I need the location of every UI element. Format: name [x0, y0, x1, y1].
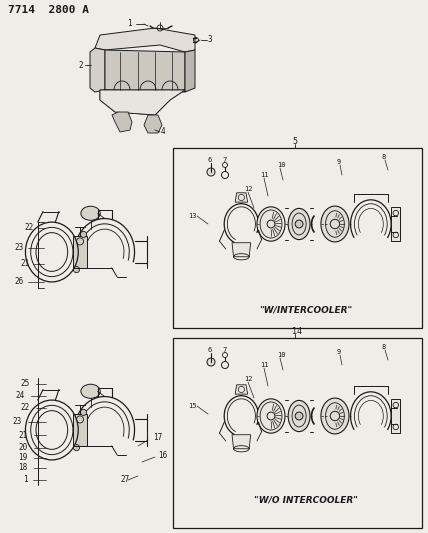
Text: 9: 9 — [337, 349, 341, 355]
Polygon shape — [185, 50, 195, 92]
Text: 4: 4 — [161, 127, 166, 136]
Polygon shape — [144, 115, 162, 133]
Text: 10: 10 — [277, 162, 285, 168]
Text: 7714  2800 A: 7714 2800 A — [8, 5, 89, 15]
Polygon shape — [90, 48, 105, 92]
Ellipse shape — [257, 399, 285, 433]
Circle shape — [73, 445, 80, 451]
Ellipse shape — [288, 208, 310, 240]
Polygon shape — [232, 435, 251, 449]
Ellipse shape — [321, 398, 349, 434]
Text: 10: 10 — [277, 352, 285, 358]
Text: 14: 14 — [292, 327, 302, 336]
Ellipse shape — [288, 400, 310, 432]
Text: 13: 13 — [188, 213, 196, 219]
Text: 22: 22 — [20, 403, 29, 413]
Text: 24: 24 — [15, 392, 24, 400]
Circle shape — [295, 220, 303, 228]
Text: 9: 9 — [337, 159, 341, 165]
Polygon shape — [105, 50, 185, 92]
Text: 8: 8 — [382, 344, 386, 350]
Text: 11: 11 — [260, 172, 268, 178]
Text: 27: 27 — [120, 475, 129, 484]
Bar — [173, 338, 422, 528]
Circle shape — [295, 412, 303, 420]
Ellipse shape — [257, 207, 285, 241]
Circle shape — [80, 409, 86, 416]
Text: 12: 12 — [244, 376, 253, 382]
Polygon shape — [391, 399, 401, 433]
Text: 22: 22 — [24, 223, 33, 232]
Text: 1: 1 — [127, 19, 132, 28]
Polygon shape — [112, 112, 132, 132]
Ellipse shape — [81, 384, 100, 398]
Polygon shape — [235, 385, 248, 394]
Circle shape — [207, 358, 215, 366]
Text: 2: 2 — [78, 61, 83, 69]
Text: 19: 19 — [18, 454, 27, 463]
Polygon shape — [100, 90, 185, 115]
Polygon shape — [235, 193, 248, 202]
Text: 5: 5 — [292, 138, 297, 147]
Text: "W/O INTERCOOLER": "W/O INTERCOOLER" — [254, 496, 358, 505]
Text: "W/INTERCOOLER": "W/INTERCOOLER" — [259, 305, 353, 314]
Polygon shape — [73, 414, 87, 446]
Text: 26: 26 — [14, 278, 23, 287]
Text: 18: 18 — [18, 464, 27, 472]
Text: 1: 1 — [23, 475, 28, 484]
Polygon shape — [73, 236, 87, 268]
Text: 6: 6 — [208, 347, 212, 353]
Polygon shape — [100, 90, 185, 115]
Text: 23: 23 — [12, 417, 21, 426]
Text: 7: 7 — [222, 157, 226, 163]
Text: 12: 12 — [244, 186, 253, 192]
Ellipse shape — [321, 206, 349, 242]
Text: 21: 21 — [20, 260, 29, 269]
Ellipse shape — [81, 206, 100, 220]
Circle shape — [80, 231, 86, 238]
Circle shape — [73, 266, 80, 273]
Text: 8: 8 — [382, 154, 386, 160]
Text: 6: 6 — [208, 157, 212, 163]
Text: 15: 15 — [188, 403, 196, 409]
Polygon shape — [232, 243, 251, 257]
Polygon shape — [95, 28, 195, 52]
Text: 20: 20 — [18, 443, 27, 453]
Text: 16: 16 — [158, 450, 167, 459]
Text: 25: 25 — [20, 379, 29, 389]
Text: 3: 3 — [208, 36, 213, 44]
Text: 17: 17 — [153, 433, 162, 442]
Text: 11: 11 — [260, 362, 268, 368]
Circle shape — [207, 168, 215, 176]
Text: 23: 23 — [14, 244, 23, 253]
Polygon shape — [391, 207, 401, 241]
Text: 7: 7 — [222, 347, 226, 353]
Text: 21: 21 — [18, 431, 27, 440]
Bar — [173, 148, 422, 328]
